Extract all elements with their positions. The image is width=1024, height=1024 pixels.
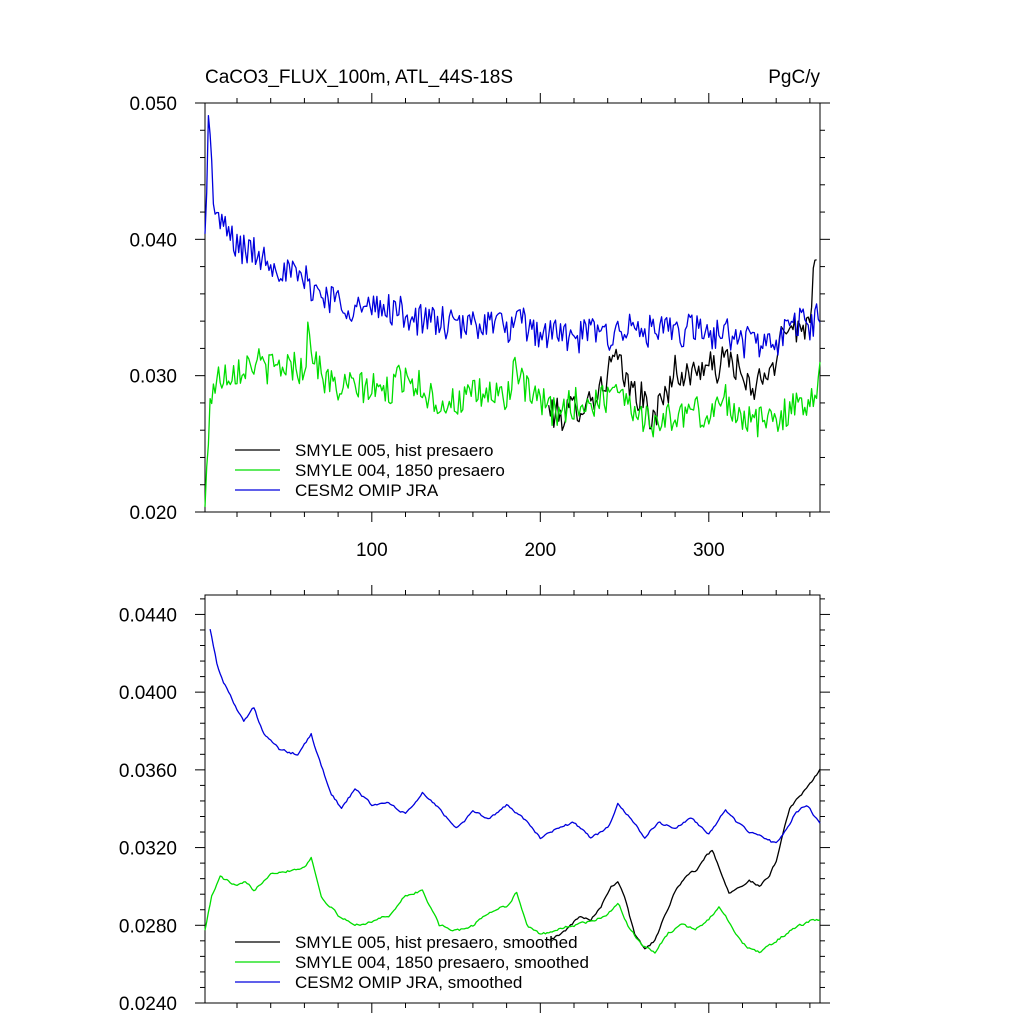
x-tick-label: 300 bbox=[693, 540, 725, 561]
x-tick-label: 200 bbox=[524, 540, 556, 561]
y-tick-label: 0.0320 bbox=[119, 839, 177, 860]
chart-title: CaCO3_FLUX_100m, ATL_44S-18S bbox=[205, 67, 513, 88]
legend-label-cesm2-omip-jra: CESM2 OMIP JRA bbox=[295, 481, 439, 500]
x-tick-label: 100 bbox=[356, 540, 388, 561]
plot-frame bbox=[204, 102, 821, 513]
y-tick-label: 0.030 bbox=[129, 367, 177, 388]
units-label: PgC/y bbox=[768, 67, 820, 88]
legend-label-cesm2-omip-jra-smoothed: CESM2 OMIP JRA, smoothed bbox=[295, 973, 522, 992]
y-tick-label: 0.020 bbox=[129, 503, 177, 524]
legend: SMYLE 005, hist presaero, smoothedSMYLE … bbox=[235, 933, 589, 992]
series-line-smyle-005-hist-presaero-smoothed bbox=[548, 768, 821, 950]
legend-label-smyle-005-hist-presaero: SMYLE 005, hist presaero bbox=[295, 441, 493, 460]
series-line-smyle-005-hist-presaero bbox=[548, 259, 817, 432]
legend-label-smyle-004-1850-presaero-smoothed: SMYLE 004, 1850 presaero, smoothed bbox=[295, 953, 589, 972]
y-tick-label: 0.0360 bbox=[119, 761, 177, 782]
y-tick-label: 0.0280 bbox=[119, 916, 177, 937]
legend-label-smyle-005-hist-presaero-smoothed: SMYLE 005, hist presaero, smoothed bbox=[295, 933, 578, 952]
y-tick-label: 0.0440 bbox=[119, 605, 177, 626]
series-line-smyle-004-1850-presaero-smoothed bbox=[204, 856, 821, 954]
y-tick-label: 0.0240 bbox=[119, 994, 177, 1015]
y-tick-label: 0.0400 bbox=[119, 683, 177, 704]
chart-panel-1: CaCO3_FLUX_100m, ATL_44S-18S PgC/y 100 200 3… bbox=[129, 67, 830, 561]
y-tick-label: 0.050 bbox=[129, 94, 177, 115]
series-line-smyle-004-1850-presaero bbox=[204, 321, 821, 508]
series-line-cesm2-omip-jra-smoothed bbox=[209, 628, 821, 844]
chart-panel-2: 0.0240 0.0280 0.0320 0.0360 0.0400 0.0440 SMYL… bbox=[119, 585, 830, 1015]
plot-frame bbox=[204, 594, 821, 1004]
legend-label-smyle-004-1850-presaero: SMYLE 004, 1850 presaero bbox=[295, 461, 505, 480]
series-line-cesm2-omip-jra bbox=[204, 114, 821, 359]
y-tick-label: 0.040 bbox=[129, 230, 177, 251]
